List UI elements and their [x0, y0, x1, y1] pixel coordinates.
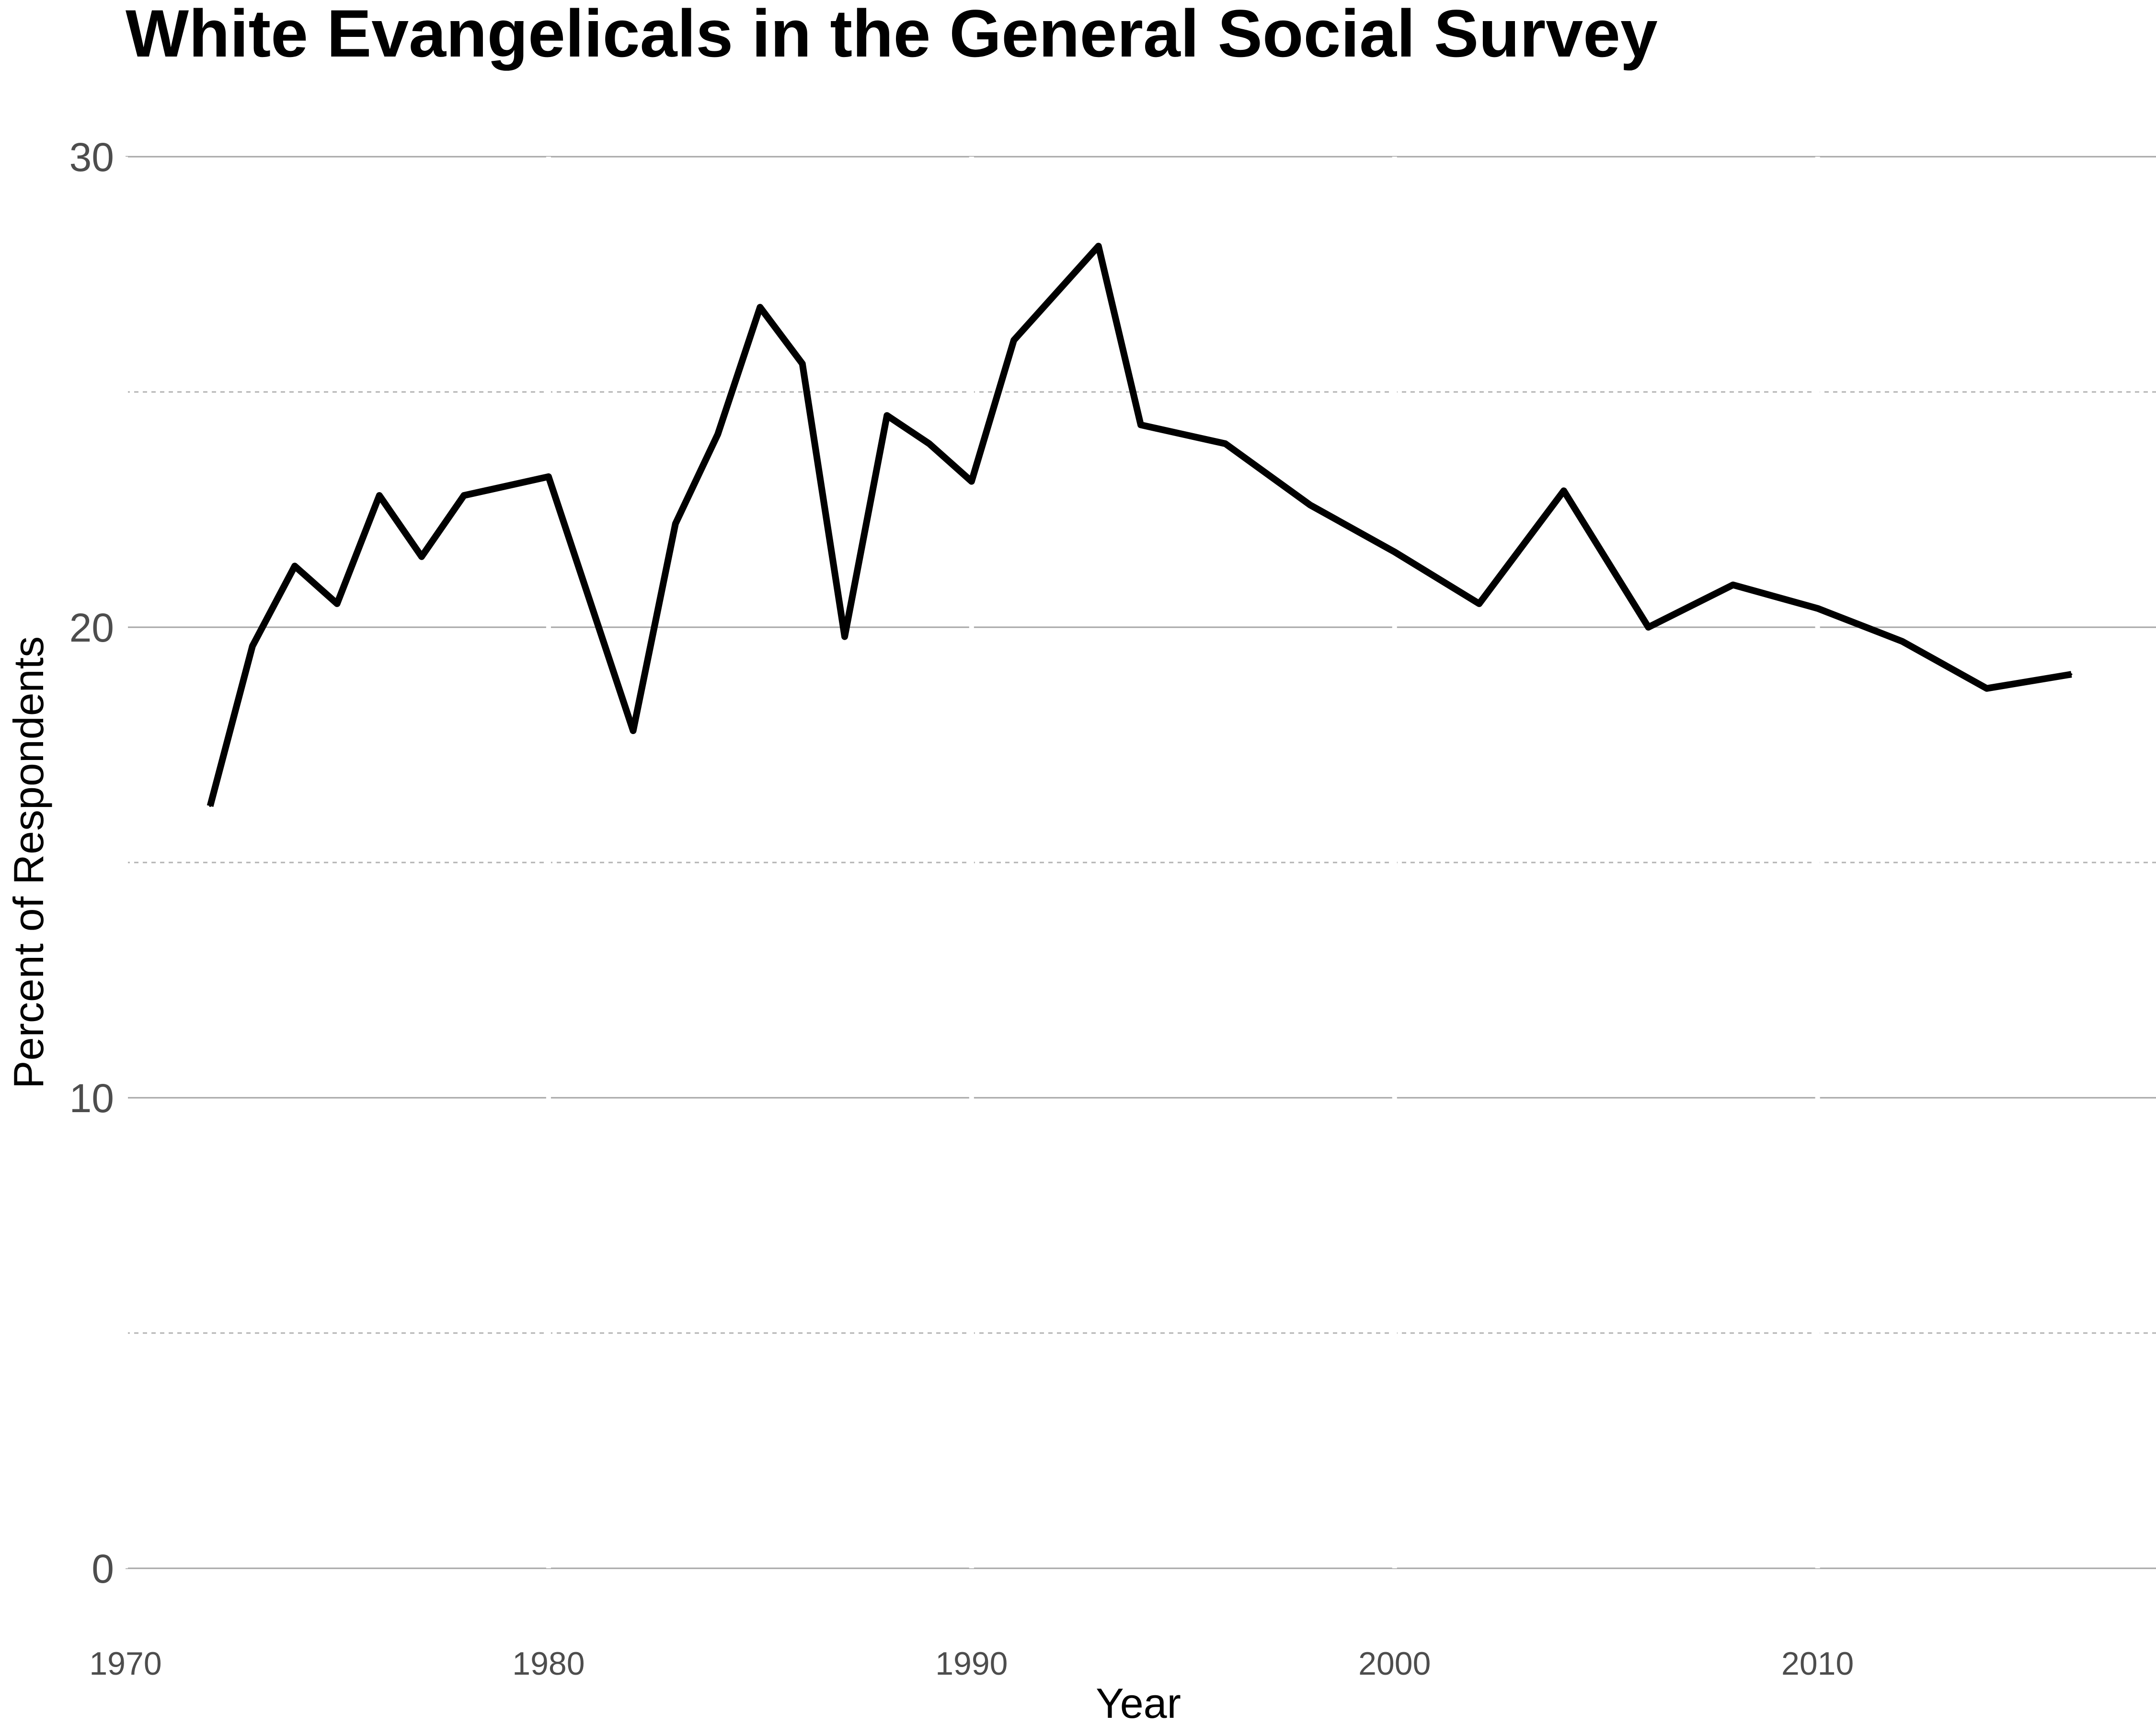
- data-point-25: [1647, 626, 1650, 628]
- y-tick-label-1: 10: [69, 1076, 114, 1121]
- data-point-15: [928, 443, 930, 445]
- y-tick-label-0: 0: [92, 1546, 114, 1591]
- x-axis-title: Year: [1096, 1679, 1181, 1725]
- data-point-19: [1140, 424, 1142, 426]
- data-point-13: [843, 635, 846, 638]
- data-point-29: [1985, 687, 1988, 690]
- data-point-16: [970, 480, 973, 483]
- x-tick-label-0: 1970: [89, 1645, 161, 1682]
- data-point-8: [632, 730, 634, 732]
- data-point-9: [674, 522, 677, 525]
- x-tick-label-2: 1990: [935, 1645, 1008, 1682]
- chart-title: White Evangelicals in the General Social…: [126, 0, 1658, 71]
- data-point-7: [547, 475, 550, 478]
- data-point-11: [759, 306, 761, 309]
- y-axis-ticks: 0 10 20 30: [69, 135, 114, 1591]
- data-point-5: [421, 555, 423, 558]
- data-point-17: [1013, 339, 1015, 341]
- data-point-3: [336, 602, 338, 605]
- x-tick-label-1: 1980: [512, 1645, 585, 1682]
- data-point-6: [463, 494, 465, 497]
- grid: [123, 156, 2156, 1569]
- data-point-10: [717, 433, 719, 436]
- data-point-26: [1732, 584, 1734, 586]
- y-axis-title: Percent of Respondents: [5, 636, 52, 1089]
- series-line: [206, 242, 2072, 807]
- data-point-23: [1478, 602, 1480, 605]
- y-tick-label-3: 30: [69, 135, 114, 180]
- data-point-22: [1393, 551, 1396, 553]
- data-point-2: [294, 565, 296, 567]
- x-tick-label-4: 2010: [1781, 1645, 1854, 1682]
- data-points: [209, 245, 2073, 807]
- data-point-30: [2070, 673, 2073, 676]
- data-point-20: [1224, 443, 1227, 445]
- data-point-28: [1901, 640, 1904, 643]
- data-point-1: [251, 645, 253, 647]
- data-point-0: [209, 805, 211, 807]
- data-point-18: [1097, 245, 1100, 247]
- x-axis-ticks: 1970 1980 1990 2000 2010: [89, 1645, 1854, 1682]
- data-point-21: [1309, 504, 1311, 506]
- data-point-4: [378, 494, 380, 497]
- data-point-14: [886, 414, 888, 417]
- x-tick-label-3: 2000: [1358, 1645, 1431, 1682]
- data-point-24: [1562, 490, 1565, 492]
- data-point-12: [801, 363, 803, 365]
- y-tick-label-2: 20: [69, 605, 114, 650]
- data-point-27: [1816, 607, 1819, 610]
